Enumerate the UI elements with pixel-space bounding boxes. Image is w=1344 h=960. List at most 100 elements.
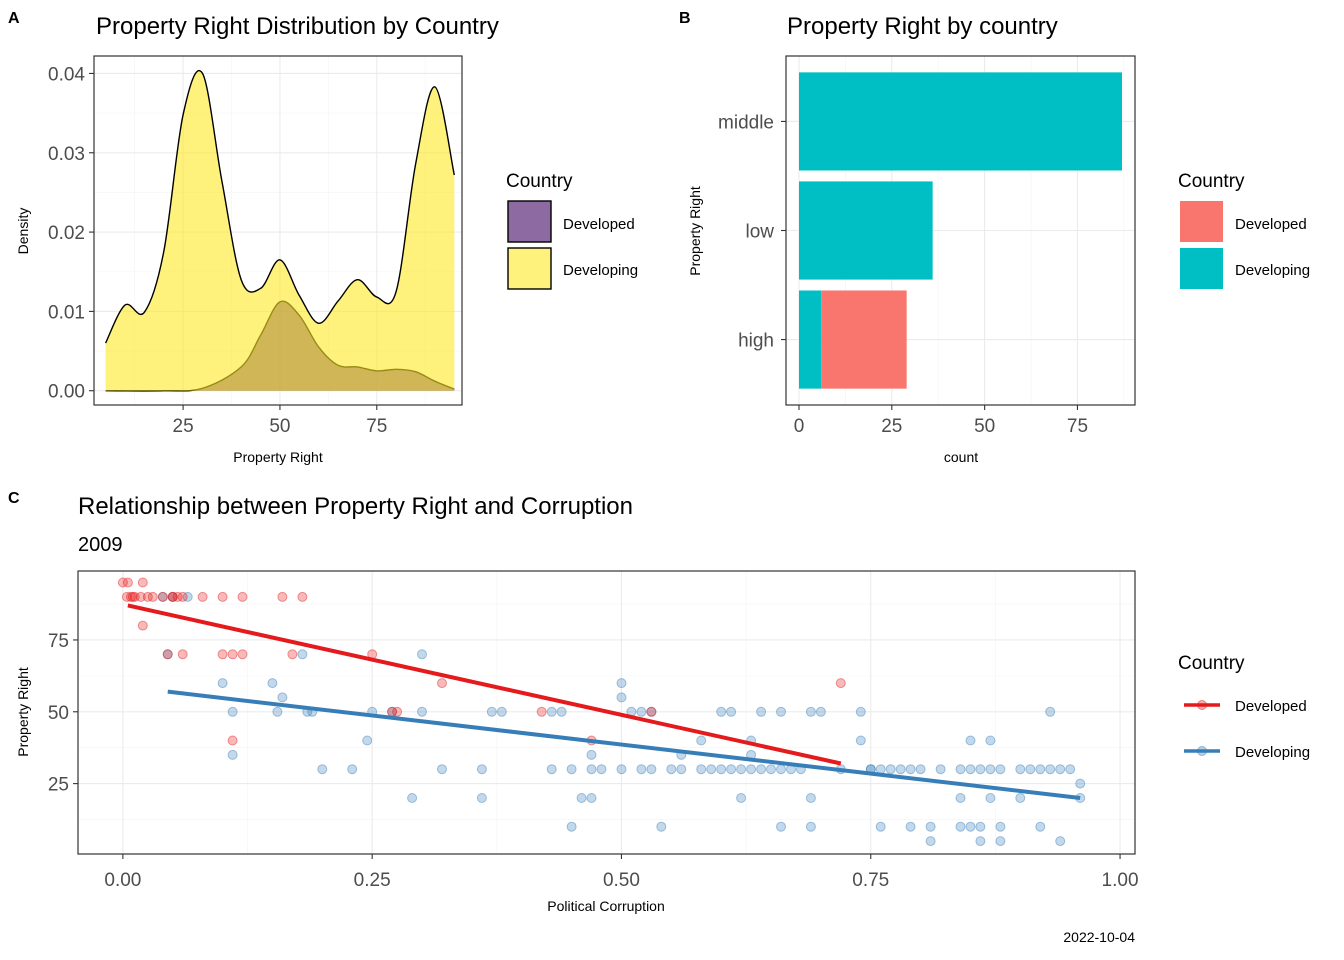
scatter-point-developing [576, 793, 587, 803]
scatter-point-developing [646, 764, 657, 775]
density-y-tick-label: 0.01 [48, 302, 85, 323]
scatter-point-developing [167, 591, 178, 602]
scatter-point-developing [162, 649, 173, 660]
density-legend-title: Country [506, 171, 573, 192]
bar-high-developed [821, 290, 907, 389]
scatter-point-developing [407, 793, 418, 803]
scatter-point-developed [237, 649, 248, 660]
scatter-point-developing [726, 706, 737, 717]
scatter-point-developing [546, 764, 557, 775]
bar-legend-label-developing: Developing [1235, 262, 1310, 279]
scatter-x-axis-label: Political Corruption [547, 898, 665, 914]
panel-tag-b: B [679, 10, 691, 27]
density-x-axis-label: Property Right [233, 449, 323, 465]
scatter-point-developing [347, 764, 358, 775]
scatter-point-developing [756, 764, 767, 775]
scatter-point-developed [135, 591, 146, 602]
scatter-point-developing [925, 836, 936, 847]
density-y-tick-label: 0.00 [48, 382, 85, 403]
scatter-point-developing [955, 821, 966, 832]
scatter-point-developing [815, 706, 826, 717]
scatter-point-developed [287, 649, 298, 660]
scatter-point-developed [646, 706, 657, 717]
bar-y-axis-label: Property Right [687, 186, 703, 276]
scatter-panel-border [77, 570, 1136, 855]
scatter-legend-title: Country [1178, 653, 1245, 674]
scatter-point-developed [392, 706, 403, 717]
bar-x-tick-label: 0 [794, 416, 805, 437]
scatter-point-developing [676, 764, 687, 775]
scatter-point-developing [1045, 764, 1056, 775]
bar-legend-key-developed [1180, 201, 1223, 242]
scatter-point-developing [756, 706, 767, 717]
scatter-point-developed [227, 649, 238, 660]
scatter-point-developing [217, 678, 228, 689]
fit-line-developing [167, 689, 1081, 800]
scatter-point-developing [776, 821, 786, 832]
scatter-point-developing [776, 706, 786, 717]
scatter-x-tick-label: 1.00 [1102, 870, 1139, 891]
scatter-point-developing [486, 706, 497, 717]
bar-legend: Country Developed Developing [1178, 171, 1310, 289]
scatter-point-developing [227, 706, 238, 717]
scatter-point-developing [1035, 821, 1046, 832]
scatter-point-developing [975, 764, 986, 775]
scatter-x-tick-label: 0.50 [603, 870, 640, 891]
scatter-point-developed [197, 591, 208, 602]
density-area-developing [105, 70, 455, 391]
density-y-tick-label: 0.03 [48, 144, 85, 165]
scatter-point-developing [955, 793, 966, 803]
scatter-point-developed [536, 706, 547, 717]
bar-legend-label-developed: Developed [1235, 216, 1307, 233]
scatter-point-developing [985, 793, 996, 803]
scatter-point-developing [805, 793, 816, 803]
scatter-point-developing [586, 764, 597, 775]
scatter-point-developed [177, 649, 188, 660]
scatter-point-developing [1045, 706, 1056, 717]
scatter-chart-title: Relationship between Property Right and … [78, 493, 633, 520]
scatter-point-developing [182, 591, 193, 602]
scatter-x-tick-label: 0.25 [354, 870, 391, 891]
scatter-point-developed [122, 577, 133, 588]
scatter-point-developed [147, 591, 158, 602]
scatter-point-developing [417, 649, 427, 660]
scatter-point-developed [835, 678, 846, 689]
scatter-point-developing [905, 764, 916, 775]
scatter-point-developing [556, 706, 567, 717]
scatter-point-developing [596, 764, 607, 775]
density-y-axis-label: Density [15, 208, 31, 255]
scatter-point-developing [277, 692, 288, 703]
scatter-point-developing [476, 793, 487, 803]
density-legend-label-developed: Developed [563, 216, 635, 233]
scatter-point-developed [129, 591, 140, 602]
scatter-point-developing [1065, 764, 1076, 775]
scatter-point-developed [217, 649, 228, 660]
scatter-point-developing [566, 821, 577, 832]
scatter-point-developed [167, 591, 178, 602]
scatter-point-developing [895, 764, 906, 775]
scatter-point-developing [636, 706, 647, 717]
scatter-point-developing [417, 706, 427, 717]
scatter-point-developing [566, 764, 577, 775]
scatter-point-developing [437, 764, 447, 775]
density-panel-border [93, 55, 463, 406]
scatter-point-developing [726, 764, 737, 775]
scatter-point-developed [172, 591, 183, 602]
scatter-point-developing [1055, 836, 1066, 847]
scatter-chart-subtitle: 2009 [78, 534, 123, 556]
density-chart-title: Property Right Distribution by Country [96, 13, 499, 40]
scatter-point-developing [227, 749, 238, 760]
scatter-point-developing [656, 821, 667, 832]
scatter-point-developed [121, 591, 132, 602]
scatter-point-developing [935, 764, 946, 775]
scatter-point-developed [162, 649, 173, 660]
bar-x-tick-label: 25 [881, 416, 902, 437]
scatter-point-developed [297, 591, 308, 602]
scatter-point-developing [1075, 778, 1086, 789]
scatter-point-developing [616, 764, 627, 775]
scatter-point-developing [696, 764, 707, 775]
scatter-y-tick-label: 25 [48, 775, 69, 796]
scatter-point-developed [125, 591, 136, 602]
bar-y-tick-label: middle [718, 112, 774, 133]
scatter-point-developed [177, 591, 188, 602]
